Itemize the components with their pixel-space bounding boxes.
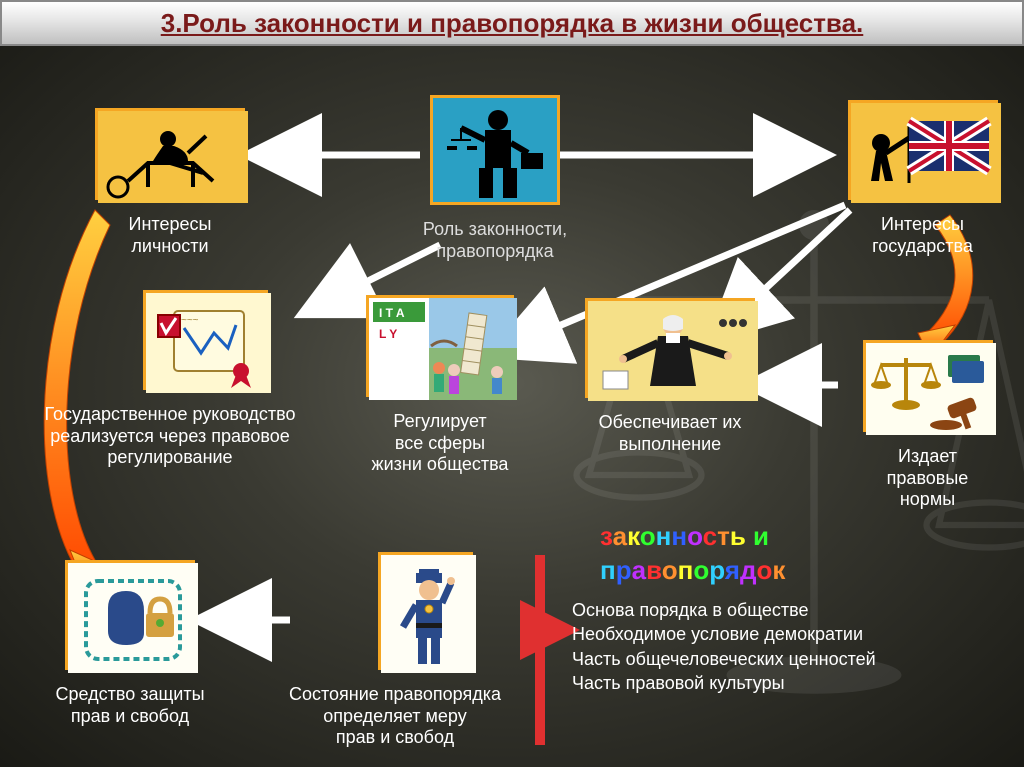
svg-text:I T A: I T A xyxy=(379,306,405,320)
issues-icon xyxy=(863,340,993,432)
personal-label: Интересы личности xyxy=(75,214,265,257)
issues-label: Издает правовые нормы xyxy=(840,446,1015,511)
node-ensures: Обеспечивает их выполнение xyxy=(560,298,780,455)
node-personal: Интересы личности xyxy=(75,108,265,257)
ensures-label: Обеспечивает их выполнение xyxy=(560,412,780,455)
bullet-block: Основа порядка в обществе Необходимое ус… xyxy=(572,598,1022,695)
protection-label: Средство защиты прав и свобод xyxy=(30,684,230,727)
node-state: Интересы государства xyxy=(830,100,1015,257)
rainbow-heading: законность и правопорядок xyxy=(600,520,1000,588)
bullet-2: Часть общечеловеческих ценностей xyxy=(572,647,1022,671)
svg-text:L Y: L Y xyxy=(379,327,397,341)
bullet-1: Необходимое условие демократии xyxy=(572,622,1022,646)
title-bar: 3.Роль законности и правопорядка в жизни… xyxy=(0,0,1024,46)
node-gov: ~~~ Государственное руководство реализуе… xyxy=(5,290,335,469)
node-issues: Издает правовые нормы xyxy=(840,340,1015,511)
gov-icon: ~~~ xyxy=(143,290,268,390)
state-label: Интересы государства xyxy=(830,214,1015,257)
status-label: Состояние правопорядка определяет меру п… xyxy=(265,684,525,749)
gov-label: Государственное руководство реализуется … xyxy=(5,404,335,469)
rainbow-line2: правопорядок xyxy=(600,554,1000,588)
node-center: Роль законности, правопорядка xyxy=(420,95,570,262)
personal-icon xyxy=(95,108,245,200)
node-status: Состояние правопорядка определяет меру п… xyxy=(265,552,525,749)
svg-text:~~~: ~~~ xyxy=(181,315,199,326)
protection-icon xyxy=(65,560,195,670)
node-regulates: I T A L Y Регулирует все сферы жизни общ… xyxy=(340,295,540,476)
bullet-0: Основа порядка в обществе xyxy=(572,598,1022,622)
status-icon xyxy=(378,552,473,670)
node-protection: Средство защиты прав и свобод xyxy=(30,560,230,727)
regulates-label: Регулирует все сферы жизни общества xyxy=(340,411,540,476)
page-title: 3.Роль законности и правопорядка в жизни… xyxy=(161,8,864,39)
regulates-icon: I T A L Y xyxy=(366,295,514,397)
bullet-3: Часть правовой культуры xyxy=(572,671,1022,695)
ensures-icon xyxy=(585,298,755,398)
center-label: Роль законности, правопорядка xyxy=(420,219,570,262)
center-icon xyxy=(430,95,560,205)
rainbow-line1: законность и xyxy=(600,520,1000,554)
state-icon xyxy=(848,100,998,200)
